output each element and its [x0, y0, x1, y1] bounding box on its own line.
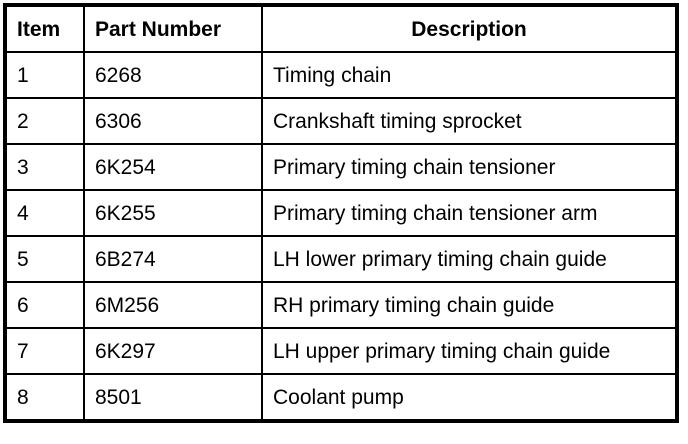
column-header-part-number: Part Number [83, 4, 263, 53]
column-header-description: Description [261, 4, 678, 53]
parts-table-header: Item Part Number Description [4, 4, 678, 53]
cell-description: LH upper primary timing chain guide [261, 327, 678, 375]
table-row: 1 6268 Timing chain [4, 51, 678, 99]
cell-item: 6 [4, 281, 85, 329]
table-row: 7 6K297 LH upper primary timing chain gu… [4, 327, 678, 375]
cell-item: 1 [4, 51, 85, 99]
table-row: 2 6306 Crankshaft timing sprocket [4, 97, 678, 145]
cell-part-number: 8501 [83, 373, 263, 422]
cell-part-number: 6M256 [83, 281, 263, 329]
cell-part-number: 6306 [83, 97, 263, 145]
cell-description: Timing chain [261, 51, 678, 99]
cell-item: 8 [4, 373, 85, 422]
table-row: 4 6K255 Primary timing chain tensioner a… [4, 189, 678, 237]
cell-part-number: 6K254 [83, 143, 263, 191]
parts-table-body: 1 6268 Timing chain 2 6306 Crankshaft ti… [4, 51, 678, 422]
cell-description: LH lower primary timing chain guide [261, 235, 678, 283]
table-row: 3 6K254 Primary timing chain tensioner [4, 143, 678, 191]
cell-item: 2 [4, 97, 85, 145]
header-row: Item Part Number Description [4, 4, 678, 53]
cell-description: Coolant pump [261, 373, 678, 422]
parts-table: Item Part Number Description 1 6268 Timi… [3, 3, 679, 423]
table-row: 8 8501 Coolant pump [4, 373, 678, 422]
cell-item: 5 [4, 235, 85, 283]
cell-part-number: 6K255 [83, 189, 263, 237]
column-header-item: Item [4, 4, 85, 53]
cell-item: 3 [4, 143, 85, 191]
cell-item: 7 [4, 327, 85, 375]
cell-description: Primary timing chain tensioner arm [261, 189, 678, 237]
cell-part-number: 6K297 [83, 327, 263, 375]
cell-part-number: 6B274 [83, 235, 263, 283]
table-row: 5 6B274 LH lower primary timing chain gu… [4, 235, 678, 283]
table-row: 6 6M256 RH primary timing chain guide [4, 281, 678, 329]
cell-part-number: 6268 [83, 51, 263, 99]
cell-description: RH primary timing chain guide [261, 281, 678, 329]
cell-description: Primary timing chain tensioner [261, 143, 678, 191]
cell-item: 4 [4, 189, 85, 237]
cell-description: Crankshaft timing sprocket [261, 97, 678, 145]
